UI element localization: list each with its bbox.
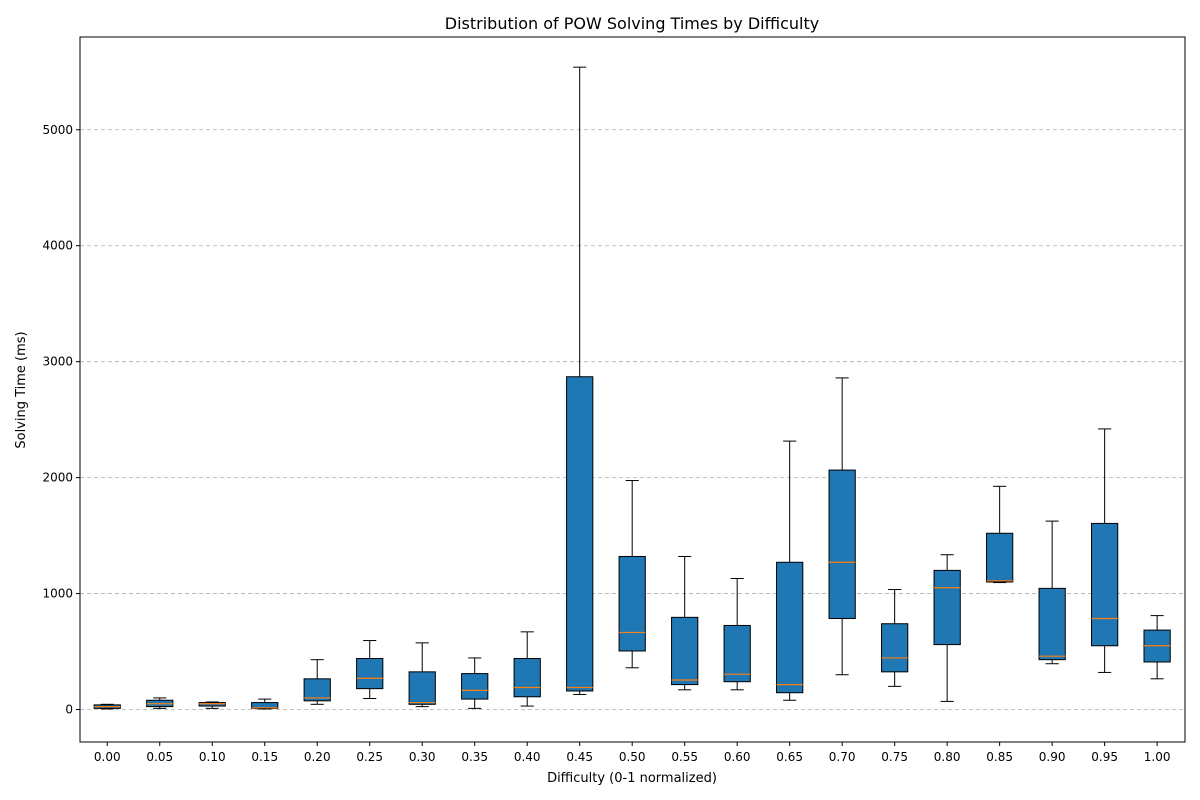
box-0.15	[251, 698, 279, 710]
box-iqr	[461, 673, 489, 700]
x-axis-ticks: 0.00 0.05 0.10 0.15 0.20 0.25 0.30 0.35 0.40 0.45…	[94, 742, 1171, 764]
x-tick-label: 0.60	[724, 750, 751, 764]
box-0.20	[303, 659, 331, 705]
x-tick-label: 0.15	[251, 750, 278, 764]
x-tick-label: 0.05	[146, 750, 173, 764]
box-0.75	[881, 589, 909, 687]
box-0.05	[146, 697, 174, 709]
box-0.90	[1038, 520, 1066, 665]
x-tick-label: 0.45	[566, 750, 593, 764]
box-iqr	[776, 561, 804, 694]
x-tick-label: 0.55	[671, 750, 698, 764]
box-iqr	[408, 671, 436, 705]
box-iqr	[566, 376, 594, 692]
y-axis-ticks: 0 1000 2000 3000 4000 5000	[42, 123, 80, 717]
boxes	[93, 66, 1171, 710]
box-0.35	[461, 657, 489, 709]
box-iqr	[618, 555, 646, 652]
box-0.60	[723, 578, 751, 691]
x-tick-label: 0.75	[881, 750, 908, 764]
x-tick-label: 0.80	[934, 750, 961, 764]
x-tick-label: 0.65	[776, 750, 803, 764]
x-tick-label: 0.95	[1091, 750, 1118, 764]
y-tick-label: 0	[65, 703, 73, 717]
box-iqr	[933, 569, 961, 646]
box-0.00	[93, 703, 121, 710]
box-iqr	[1038, 587, 1066, 661]
y-tick-label: 2000	[42, 471, 73, 485]
x-axis-label: Difficulty (0-1 normalized)	[547, 771, 717, 786]
box-0.85	[986, 485, 1014, 584]
box-0.25	[356, 640, 384, 700]
box-iqr	[986, 532, 1014, 583]
box-0.80	[933, 554, 961, 702]
box-0.10	[198, 701, 226, 709]
box-0.70	[828, 377, 856, 676]
x-tick-label: 0.85	[986, 750, 1013, 764]
y-tick-label: 4000	[42, 239, 73, 253]
box-0.30	[408, 642, 436, 708]
box-iqr	[881, 623, 909, 673]
box-0.65	[776, 440, 804, 701]
y-tick-label: 3000	[42, 355, 73, 369]
box-iqr	[513, 658, 541, 698]
x-tick-label: 1.00	[1144, 750, 1171, 764]
box-0.45	[566, 66, 594, 695]
box-iqr	[723, 624, 751, 683]
box-0.55	[671, 555, 699, 691]
y-tick-label: 1000	[42, 587, 73, 601]
x-tick-label: 0.10	[199, 750, 226, 764]
box-1.00	[1143, 615, 1171, 680]
box-0.40	[513, 631, 541, 707]
grid-lines	[80, 129, 1185, 710]
x-tick-label: 0.35	[461, 750, 488, 764]
box-0.95	[1091, 428, 1119, 673]
x-tick-label: 0.40	[514, 750, 541, 764]
chart-title: Distribution of POW Solving Times by Dif…	[445, 14, 819, 33]
x-tick-label: 0.30	[409, 750, 436, 764]
box-iqr	[303, 678, 331, 702]
x-tick-label: 0.20	[304, 750, 331, 764]
x-tick-label: 0.70	[829, 750, 856, 764]
box-iqr	[356, 658, 384, 690]
y-tick-label: 5000	[42, 123, 73, 137]
x-tick-label: 0.00	[94, 750, 121, 764]
x-tick-label: 0.90	[1039, 750, 1066, 764]
box-iqr	[1091, 522, 1119, 647]
x-tick-label: 0.50	[619, 750, 646, 764]
box-0.50	[618, 480, 646, 669]
y-axis-label: Solving Time (ms)	[14, 331, 29, 448]
x-tick-label: 0.25	[356, 750, 383, 764]
box-iqr	[671, 616, 699, 686]
box-iqr	[828, 469, 856, 620]
